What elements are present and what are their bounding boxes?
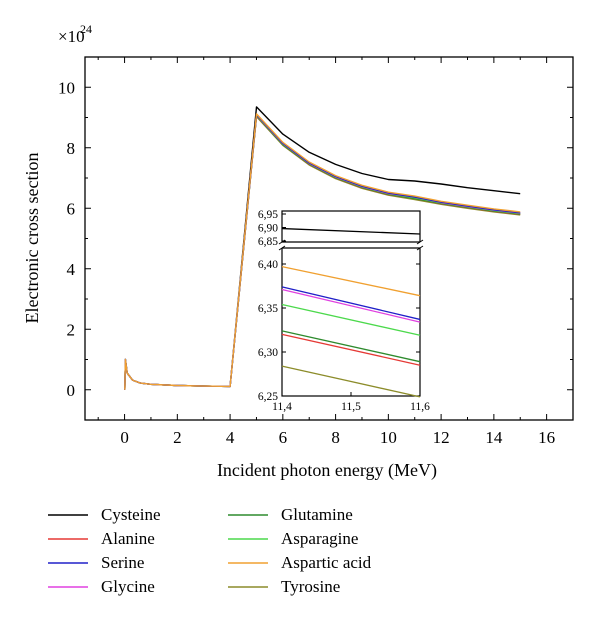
- y-tick-label: 0: [67, 381, 76, 400]
- x-tick-label: 0: [120, 428, 129, 447]
- x-tick-label: 14: [485, 428, 503, 447]
- inset-plot: 6,856,90 6,95 6,25 6,30 6,35 6,40 11,4 11,5 11,6: [258, 209, 430, 413]
- y-multiplier-label: ×10: [58, 27, 85, 46]
- main-plot: 0 2 4 6 8 10 12 14 16 0 2 4 6 8 10: [58, 56, 574, 447]
- inset-upper-y-tick-label: 6,85: [258, 236, 278, 248]
- y-tick-label: 10: [58, 78, 75, 97]
- series-line-aspartic-acid: [124, 113, 521, 390]
- inset-axis-break-gap: [279, 242, 423, 248]
- legend-label: Glycine: [101, 577, 155, 596]
- y-tick-label: 4: [67, 260, 76, 279]
- y-tick-label: 2: [67, 320, 76, 339]
- x-tick-label: 2: [173, 428, 182, 447]
- legend-label: Alanine: [101, 529, 155, 548]
- legend-label: Aspartic acid: [281, 553, 372, 572]
- inset-line-glutamine: [281, 330, 421, 363]
- x-tick-label: 8: [331, 428, 340, 447]
- inset-line-serine: [281, 286, 421, 321]
- x-axis-title: Incident photon energy (MeV): [217, 460, 437, 481]
- y-tick-label: 8: [67, 139, 76, 158]
- inset-x-tick-label: 11,6: [410, 401, 430, 413]
- x-tick-label: 12: [433, 428, 450, 447]
- inset-line-glycine: [281, 288, 421, 323]
- inset-lower-y-tick-label: 6,40: [258, 259, 278, 271]
- x-tick-label: 6: [279, 428, 288, 447]
- inset-x-tick-label: 11,5: [341, 401, 361, 413]
- inset-lower-y-tick-label: 6,35: [258, 303, 278, 315]
- inset-line-cysteine: [281, 227, 421, 235]
- legend-label: Glutamine: [281, 505, 353, 524]
- legend-label: Cysteine: [101, 505, 161, 524]
- inset-upper-y-tick-label: 6,90: [258, 223, 278, 235]
- inset-line-aspartic-acid: [281, 266, 421, 297]
- inset-x-tick-label: 11,4: [272, 401, 292, 413]
- y-tick-label: 6: [67, 199, 76, 218]
- legend-label: Tyrosine: [281, 577, 340, 596]
- legend-label: Asparagine: [281, 529, 358, 548]
- inset-upper-y-tick-label: 6,95: [258, 209, 278, 221]
- inset-line-asparagine: [281, 303, 421, 336]
- y-multiplier-exponent: 24: [80, 22, 92, 36]
- legend: Cysteine Alanine Serine Glycine Glutamine Asp…: [48, 505, 372, 596]
- y-axis-title: Electronic cross section: [22, 153, 42, 324]
- inset-lower-y-tick-label: 6,25: [258, 391, 278, 403]
- x-tick-label: 4: [226, 428, 235, 447]
- inset-line-tyrosine: [281, 365, 421, 398]
- inset-line-alanine: [281, 333, 421, 366]
- x-tick-label: 10: [380, 428, 397, 447]
- x-tick-label: 16: [538, 428, 555, 447]
- legend-label: Serine: [101, 553, 144, 572]
- inset-lower-y-tick-label: 6,30: [258, 347, 278, 359]
